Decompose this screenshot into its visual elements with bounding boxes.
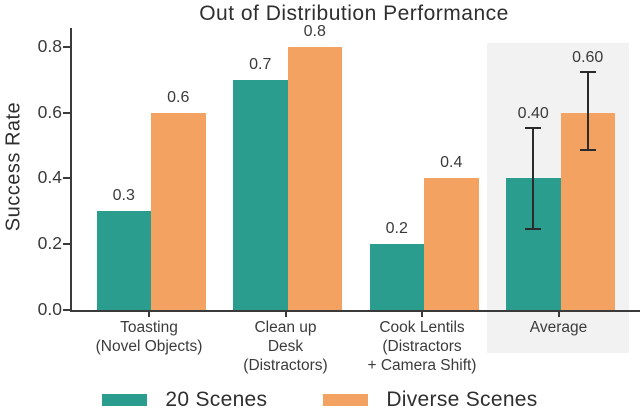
bar-value-label: 0.7 — [249, 55, 272, 73]
x-category-label: Toasting (Novel Objects) — [95, 319, 203, 355]
y-tick-label: 0.0 — [37, 299, 62, 319]
legend-item-diverse-scenes: Diverse Scenes — [323, 388, 537, 412]
x-tick-mark — [148, 312, 150, 317]
bar-value-label: 0.60 — [572, 49, 604, 67]
x-category-label: Clean up Desk (Distractors) — [243, 319, 328, 374]
x-category-label: Cook Lentils (Distractors + Camera Shift… — [367, 319, 477, 374]
y-tick-label: 0.4 — [37, 167, 62, 188]
y-tick-mark — [63, 243, 70, 246]
x-tick-mark — [284, 312, 287, 317]
y-tick-mark — [63, 45, 70, 48]
error-bar-cap-top — [579, 71, 596, 74]
bar-value-label: 0.4 — [440, 154, 463, 172]
legend-label: Diverse Scenes — [386, 388, 538, 411]
x-category-label: Average — [529, 319, 588, 336]
bar-value-label: 0.8 — [303, 22, 326, 40]
error-bar-cap-bottom — [579, 148, 596, 151]
chart-title: Out of Distribution Performance — [199, 2, 509, 25]
y-tick-mark — [63, 309, 70, 311]
legend-item-20-scenes: 20 Scenes — [102, 388, 267, 412]
bar-20-scenes-0 — [96, 211, 151, 310]
y-tick-label: 0.6 — [37, 101, 62, 122]
x-tick-mark — [421, 312, 423, 317]
bar-diverse-scenes-1 — [287, 46, 342, 310]
bar-value-label: 0.6 — [167, 88, 190, 106]
error-bar-line — [586, 73, 589, 149]
x-tick-mark — [557, 312, 560, 317]
legend-swatch — [323, 394, 369, 406]
error-bar-line — [532, 129, 535, 228]
bar-value-label: 0.40 — [517, 105, 549, 123]
error-bar-cap-top — [525, 127, 542, 130]
error-bar-cap-bottom — [525, 227, 542, 230]
plot-area: 0.3 0.7 0.2 0.40 0.6 0.8 0.4 0.60 — [63, 23, 640, 312]
bar-20-scenes-2 — [369, 244, 424, 310]
bar-value-label: 0.2 — [385, 220, 408, 238]
bar-20-scenes-1 — [233, 79, 288, 310]
legend-swatch — [102, 394, 148, 406]
bar-diverse-scenes-0 — [151, 112, 206, 310]
y-tick-label: 0.2 — [37, 233, 62, 254]
y-tick-mark — [63, 111, 70, 114]
y-tick-mark — [63, 177, 70, 180]
legend-label: 20 Scenes — [165, 388, 268, 411]
y-tick-label: 0.8 — [37, 35, 62, 56]
bar-diverse-scenes-2 — [424, 178, 479, 310]
legend: 20 Scenes Diverse Scenes — [0, 387, 640, 413]
bar-value-label: 0.3 — [112, 187, 135, 205]
